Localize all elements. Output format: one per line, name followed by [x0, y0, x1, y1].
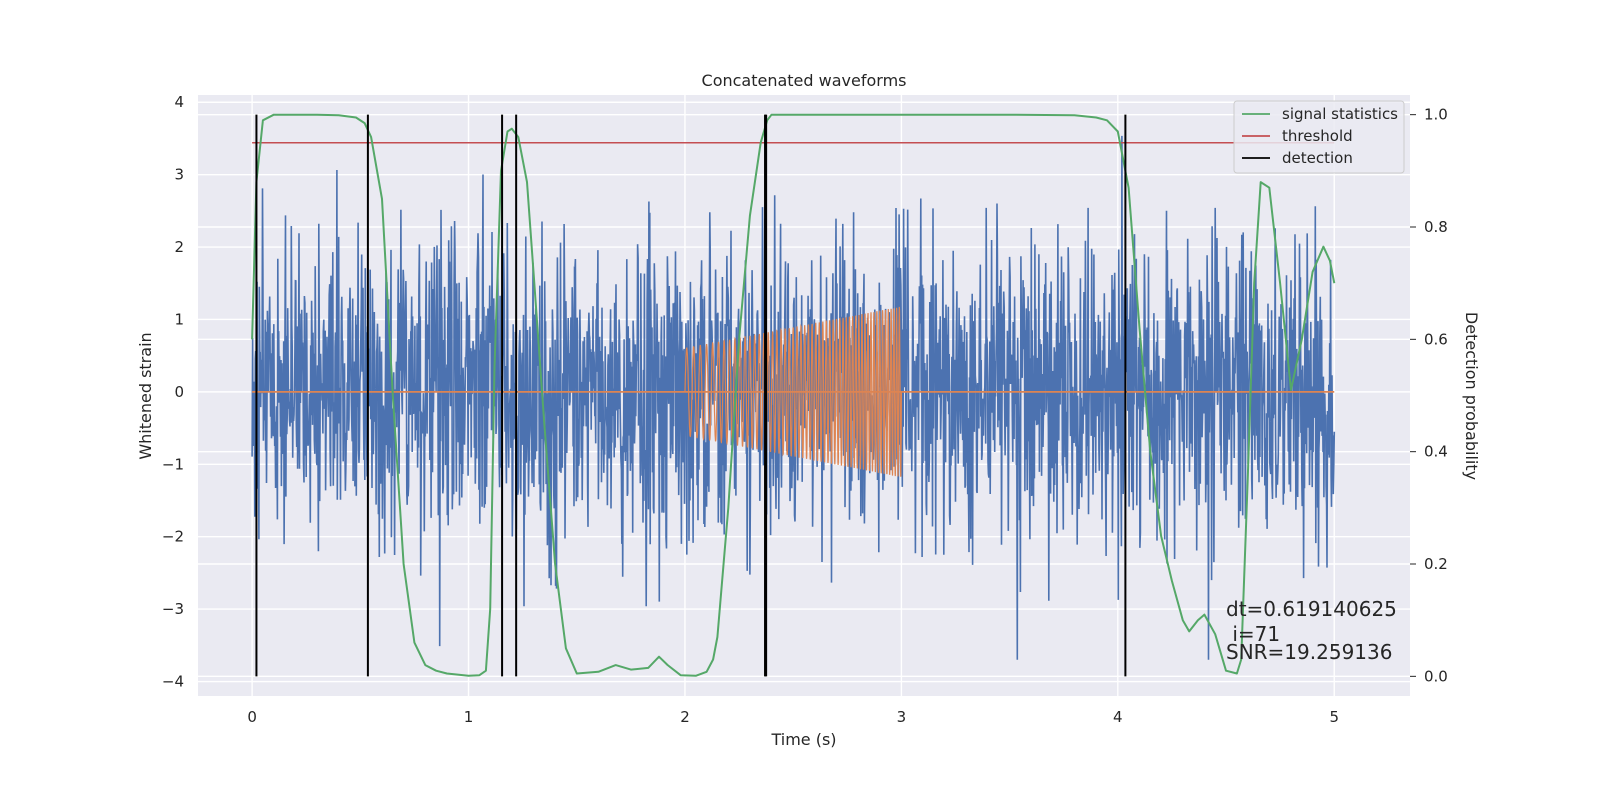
y2-tick-label-1: 0.8: [1424, 218, 1448, 236]
annotation-index: i=71: [1226, 622, 1280, 646]
x-tick-label-3: 3: [897, 708, 907, 726]
signal-statistics-line: [251, 113, 1336, 677]
signal-statistics-layer: [251, 113, 1336, 677]
strain-noise-line: [251, 135, 1336, 660]
legend-box: [1233, 100, 1405, 174]
injection-chirp: [684, 306, 902, 477]
annotation-snr: SNR=19.259136: [1226, 640, 1392, 664]
x-tick-label-5: 5: [1329, 708, 1339, 726]
y-tick-label-3: 1: [174, 310, 184, 328]
y-axis-label: Whitened strain: [136, 332, 155, 459]
y-tick-label-4: 0: [174, 383, 184, 401]
legend-label-signal-statistics: signal statistics: [1282, 105, 1398, 123]
legend-label-detection: detection: [1282, 149, 1353, 167]
x-tick-label-2: 2: [680, 708, 690, 726]
y-tick-label-6: −2: [162, 528, 184, 546]
x-tick-label-4: 4: [1113, 708, 1123, 726]
y-tick-label-2: 2: [174, 238, 184, 256]
detection-layer: [255, 114, 1127, 677]
y2-axis-label: Detection probability: [1462, 312, 1481, 480]
legend-label-threshold: threshold: [1282, 127, 1353, 145]
y-tick-label-5: −1: [162, 455, 184, 473]
y2-tick-label-5: 0.0: [1424, 667, 1448, 685]
annotation-box: dt=0.619140625 i=71 SNR=19.259136: [1226, 597, 1397, 664]
y-tick-label-0: 4: [174, 93, 184, 111]
y-tick-label-1: 3: [174, 166, 184, 184]
x-tick-label-1: 1: [464, 708, 474, 726]
y2-tick-label-4: 0.2: [1424, 555, 1448, 573]
x-axis-label: Time (s): [770, 730, 836, 749]
annotation-dt: dt=0.619140625: [1226, 597, 1397, 621]
legend: signal statistics threshold detection: [1233, 100, 1405, 174]
y2-tick-label-0: 1.0: [1424, 106, 1448, 124]
y2-tick-label-3: 0.4: [1424, 443, 1448, 461]
x-tick-label-0: 0: [247, 708, 257, 726]
y-tick-label-8: −4: [162, 673, 184, 691]
axis-layer: 0 1 2 3 4 5 4 3 2 1 0 −1 −2 −3 −4 1.0 0.8 0.6 0.4 0.2 0.0: [162, 93, 1448, 726]
y2-tick-label-2: 0.6: [1424, 330, 1448, 348]
strain-noise-series: [251, 135, 1336, 660]
chart-title: Concatenated waveforms: [702, 71, 907, 90]
y-tick-label-7: −3: [162, 600, 184, 618]
injection-series: [252, 306, 1335, 477]
